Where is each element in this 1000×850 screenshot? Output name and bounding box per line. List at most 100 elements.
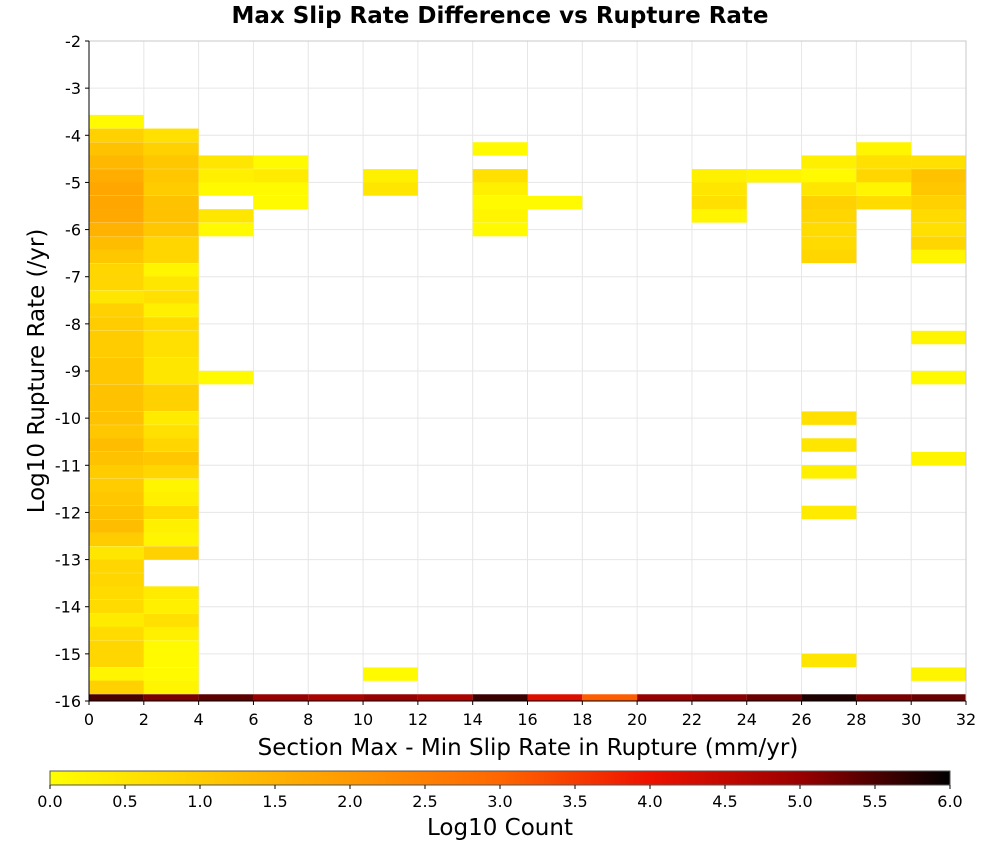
colorbar-tick-label: 1.5	[262, 792, 287, 811]
heatmap-cell	[143, 142, 199, 156]
colorbar-tick-label: 0.0	[37, 792, 62, 811]
heatmap-cell	[89, 425, 144, 439]
heatmap-cell	[472, 182, 528, 196]
colorbar-tick-label: 0.5	[112, 792, 137, 811]
colorbar-tick-label: 4.5	[712, 792, 737, 811]
heatmap-cell	[89, 546, 144, 560]
heatmap-cell	[89, 384, 144, 399]
heatmap-cell	[143, 370, 199, 385]
y-tick-label: -10	[55, 409, 81, 428]
heatmap-cell	[89, 276, 144, 291]
heatmap-cell	[143, 397, 199, 412]
heatmap-cell	[89, 343, 144, 358]
heatmap-cell	[89, 209, 144, 223]
heatmap-cell	[143, 330, 199, 345]
heatmap-cell	[801, 505, 857, 520]
heatmap-cell	[472, 209, 528, 223]
x-tick-label: 8	[303, 710, 313, 729]
heatmap-cell	[472, 694, 528, 701]
heatmap-cell	[472, 222, 528, 237]
heatmap-cell	[89, 451, 144, 466]
heatmap-cell	[198, 209, 254, 223]
heatmap-cell	[911, 249, 966, 264]
x-tick-label: 22	[682, 710, 702, 729]
heatmap-cell	[691, 169, 747, 183]
heatmap-cell	[253, 155, 309, 169]
heatmap-cell	[691, 694, 747, 701]
heatmap-cell	[89, 492, 144, 506]
heatmap-cell	[801, 155, 857, 169]
heatmap-cell	[363, 182, 418, 196]
heatmap-cell	[746, 694, 802, 701]
heatmap-cell	[582, 694, 638, 701]
x-tick-label: 0	[84, 710, 94, 729]
heatmap-cell	[143, 492, 199, 506]
heatmap-cell	[143, 155, 199, 169]
heatmap-cell	[856, 155, 912, 169]
colorbar-label: Log10 Count	[427, 815, 573, 841]
heatmap-cell	[911, 222, 966, 237]
y-tick-label: -2	[65, 32, 81, 51]
heatmap-cell	[89, 573, 144, 587]
heatmap-cell	[856, 169, 912, 183]
heatmap-cell	[143, 236, 199, 250]
heatmap-cell	[143, 546, 199, 560]
colorbar-tick-label: 2.0	[337, 792, 362, 811]
heatmap-cell	[527, 195, 583, 210]
heatmap-cell	[911, 209, 966, 223]
y-tick-label: -7	[65, 268, 81, 287]
heatmap-cell	[856, 182, 912, 196]
heatmap-cell	[911, 330, 966, 345]
heatmap-cell	[143, 411, 199, 425]
y-axis-ticks: -2 -3 -4 -5 -6 -7 -8 -9 -10 -11 -12 -13 -14 -15 -16	[55, 32, 89, 711]
x-tick-label: 4	[194, 710, 204, 729]
heatmap-cell	[417, 694, 473, 701]
heatmap-cell	[363, 667, 418, 681]
heatmap-cell	[856, 195, 912, 210]
heatmap-cell	[911, 195, 966, 210]
heatmap-cell	[143, 599, 199, 614]
heatmap-cell	[143, 425, 199, 439]
y-tick-label: -14	[55, 598, 81, 617]
heatmap-cell	[911, 667, 966, 681]
heatmap-cell	[911, 451, 966, 466]
y-axis-label: Log10 Rupture Rate (/yr)	[24, 229, 50, 514]
heatmap-cell	[801, 169, 857, 183]
heatmap-cell	[472, 142, 528, 156]
heatmap-cell	[801, 222, 857, 237]
heatmap-cell	[527, 694, 583, 701]
heatmap-cell	[89, 182, 144, 196]
heatmap-cell	[143, 613, 199, 628]
heatmap-cell	[801, 653, 857, 668]
y-tick-label: -11	[55, 456, 81, 475]
heatmap-cell	[89, 653, 144, 668]
x-tick-label: 26	[791, 710, 811, 729]
heatmap-cell	[89, 222, 144, 237]
heatmap-cell	[691, 182, 747, 196]
x-tick-label: 12	[408, 710, 428, 729]
heatmap-cell	[89, 236, 144, 250]
heatmap-cell	[801, 694, 857, 701]
heatmap-cell	[143, 343, 199, 358]
heatmap-cell	[691, 209, 747, 223]
heatmap-cell	[143, 519, 199, 533]
colorbar-tick-label: 1.0	[187, 792, 212, 811]
heatmap-cell	[801, 195, 857, 210]
heatmap-cell	[308, 694, 364, 701]
heatmap-cell	[801, 465, 857, 479]
y-tick-label: -13	[55, 551, 81, 570]
heatmap-cell	[143, 667, 199, 681]
heatmap-cell	[89, 303, 144, 317]
x-tick-label: 10	[353, 710, 373, 729]
heatmap-cell	[856, 694, 912, 701]
colorbar-tick-label: 5.0	[787, 792, 812, 811]
heatmap-cell	[253, 169, 309, 183]
heatmap-cell	[911, 370, 966, 385]
x-tick-label: 2	[139, 710, 149, 729]
heatmap-cell	[746, 169, 802, 183]
colorbar-tick-label: 3.5	[562, 792, 587, 811]
x-tick-label: 32	[956, 710, 976, 729]
y-tick-label: -4	[65, 126, 81, 145]
heatmap-cell	[143, 478, 199, 493]
